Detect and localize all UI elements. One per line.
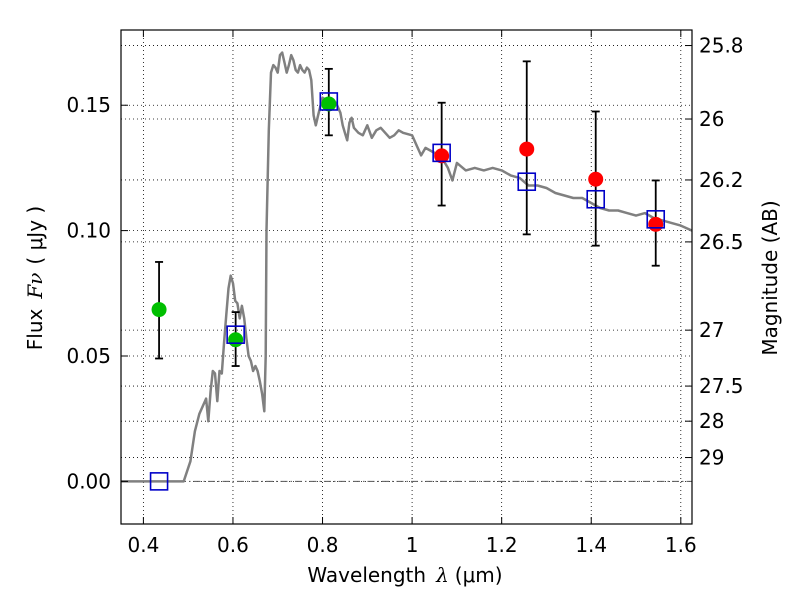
point-detections-near-ir--2 [588, 171, 604, 187]
y2-tick-label-5: 27.5 [699, 374, 744, 398]
x-tick-label-6: 1.6 [665, 533, 697, 557]
data-markers [149, 92, 666, 491]
model-flux-square-5 [586, 189, 606, 209]
point-detections-optical--2 [321, 96, 337, 112]
point-detections-near-ir--1 [519, 141, 535, 157]
y2-tick-label-7: 29 [699, 446, 724, 470]
x-tick-label-5: 1.4 [575, 533, 607, 557]
model-flux-square-2 [319, 92, 339, 111]
model-flux-square-0 [149, 472, 169, 491]
y2-tick-label-6: 28 [699, 409, 724, 433]
error-bars [155, 60, 660, 367]
point-detections-optical--1 [228, 332, 244, 348]
y-tick-label-2: 0.10 [66, 219, 111, 243]
model-flux-square-1 [226, 325, 245, 344]
point-detections-optical--0 [151, 302, 167, 318]
y-axis-label: FluxFν( μJy ) [23, 206, 47, 350]
x-tick-label-4: 1.2 [486, 533, 518, 557]
model-flux-square-3 [432, 143, 451, 163]
x-tick-label-1: 0.6 [217, 533, 249, 557]
model-spectrum-line [121, 51, 693, 483]
y-tick-label-1: 0.05 [66, 344, 111, 368]
y2-tick-label-2: 26.2 [699, 168, 744, 192]
grid [121, 30, 692, 524]
x-tick-label-3: 1 [406, 533, 419, 557]
y-tick-label-0: 0.00 [66, 469, 111, 493]
tick-labels: 0.4 0.6 0.8 1 1.2 1.4 1.6 0.00 0.05 0.10 0.15 25.8 2… [66, 34, 743, 557]
model-flux-square-4 [517, 172, 537, 192]
point-detections-near-ir--3 [648, 216, 664, 232]
x-axis-label: Wavelength λ (μm) [307, 563, 502, 587]
y2-tick-label-4: 27 [699, 318, 724, 342]
x-tick-label-2: 0.8 [307, 533, 339, 557]
y-tick-label-3: 0.15 [66, 93, 111, 117]
x-tick-label-0: 0.4 [127, 533, 159, 557]
point-detections-near-ir--0 [434, 148, 450, 164]
y2-tick-label-1: 26 [699, 107, 724, 131]
model-flux-square-6 [646, 210, 666, 229]
y2-tick-label-0: 25.8 [699, 34, 744, 58]
y2-tick-label-3: 26.5 [699, 230, 744, 254]
plot-frame [120, 29, 693, 525]
y2-axis-label: Magnitude (AB) [758, 200, 782, 355]
axis-ticks [121, 30, 692, 524]
